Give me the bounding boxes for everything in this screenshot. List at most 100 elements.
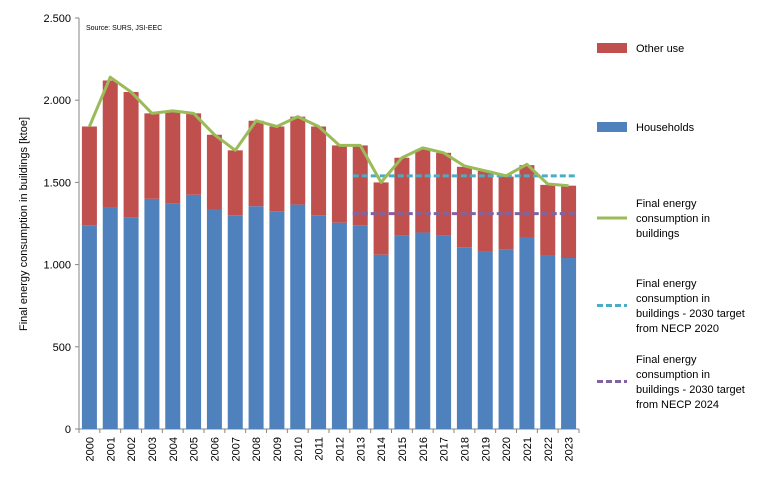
- source-note: Source: SURS, JSI-EEC: [86, 25, 162, 32]
- y-tick-label: 1.500: [43, 177, 71, 189]
- bar-households: [394, 235, 410, 429]
- bar-households: [331, 222, 347, 429]
- legend-entry: Final energy consumption in buildings - 20…: [597, 354, 745, 411]
- y-tick-label: 500: [53, 342, 71, 354]
- bar-other-use: [206, 134, 222, 210]
- legend-label: buildings - 2030 target: [636, 308, 745, 320]
- x-tick-label: 2001: [105, 437, 117, 461]
- x-tick-label: 2007: [230, 437, 242, 461]
- bar-other-use: [102, 80, 118, 208]
- bar-other-use: [186, 113, 202, 195]
- bar-households: [206, 209, 222, 429]
- legend-label: from NECP 2020: [636, 323, 719, 335]
- x-tick-label: 2005: [189, 437, 201, 461]
- bar-other-use: [456, 166, 472, 248]
- bar-other-use: [519, 165, 535, 238]
- x-tick-label: 2013: [355, 437, 367, 461]
- x-tick-label: 2000: [84, 437, 96, 461]
- bar-other-use: [540, 184, 556, 256]
- bar-households: [436, 235, 452, 429]
- x-tick-label: 2019: [480, 437, 492, 461]
- bar-households: [477, 251, 493, 429]
- bar-households: [561, 258, 577, 429]
- bar-households: [123, 217, 139, 429]
- bar-other-use: [373, 182, 389, 255]
- bar-households: [144, 198, 160, 429]
- legend-label: consumption in: [636, 293, 710, 305]
- y-tick-label: 0: [65, 424, 71, 436]
- x-tick-label: 2004: [168, 437, 180, 461]
- legend-entry: Households: [597, 122, 695, 134]
- x-tick-label: 2020: [501, 437, 513, 461]
- bar-households: [311, 215, 327, 429]
- y-axis-label: Final energy consumption in buildings [k…: [18, 117, 30, 331]
- plot-area: 0 500 1.000 1.500 2.000 2.500 2000 2001 2002 2003…: [43, 13, 580, 461]
- bar-households: [102, 207, 118, 429]
- legend: Other use Households Final energy consumpti…: [597, 43, 745, 411]
- bar-households: [81, 225, 97, 429]
- x-tick-label: 2018: [459, 437, 471, 461]
- legend-label: consumption in: [636, 369, 710, 381]
- x-tick-label: 2022: [543, 437, 555, 461]
- bar-households: [186, 194, 202, 429]
- bar-other-use: [165, 110, 181, 204]
- bar-households: [165, 203, 181, 429]
- legend-label: from NECP 2024: [636, 399, 719, 411]
- x-tick-label: 2008: [251, 437, 263, 461]
- legend-label: Final energy: [636, 198, 697, 210]
- bar-other-use: [331, 145, 347, 223]
- bar-households: [352, 225, 368, 429]
- legend-label: Final energy: [636, 278, 697, 290]
- x-tick-label: 2002: [126, 437, 138, 461]
- x-tick-label: 2017: [439, 437, 451, 461]
- bar-other-use: [477, 170, 493, 252]
- x-tick-label: 2015: [397, 437, 409, 461]
- bar-households: [498, 249, 514, 429]
- x-tick-label: 2023: [564, 437, 576, 461]
- bar-other-use: [144, 113, 160, 199]
- x-tick-label: 2011: [314, 437, 326, 461]
- bar-households: [227, 215, 243, 429]
- x-tick-label: 2003: [147, 437, 159, 461]
- x-tick-label: 2021: [522, 437, 534, 461]
- total-consumption-line: [88, 75, 569, 188]
- legend-entry: Final energy consumption in buildings - 20…: [597, 278, 745, 335]
- bar-other-use: [352, 145, 368, 226]
- x-tick-label: 2016: [418, 437, 430, 461]
- bar-households: [415, 232, 431, 429]
- bar-other-use: [561, 185, 577, 259]
- legend-entry: Other use: [597, 43, 684, 55]
- bar-other-use: [248, 120, 264, 207]
- legend-swatch: [597, 122, 627, 132]
- x-tick-label: 2009: [272, 437, 284, 461]
- legend-label: buildings: [636, 228, 680, 240]
- x-tick-label: 2014: [376, 437, 388, 461]
- bar-other-use: [123, 91, 139, 218]
- bar-households: [519, 237, 535, 429]
- bar-households: [540, 255, 556, 429]
- bar-households: [290, 204, 306, 429]
- legend-label: Households: [636, 122, 695, 134]
- bar-other-use: [290, 116, 306, 205]
- bar-other-use: [394, 157, 410, 236]
- y-tick-label: 2.000: [43, 95, 71, 107]
- bar-other-use: [415, 149, 431, 233]
- bar-other-use: [81, 126, 97, 226]
- legend-swatch: [597, 43, 627, 53]
- x-tick-label: 2010: [293, 437, 305, 461]
- bar-other-use: [269, 126, 285, 212]
- legend-label: consumption in: [636, 213, 710, 225]
- y-tick-label: 2.500: [43, 13, 71, 25]
- bar-other-use: [311, 126, 327, 216]
- bar-households: [248, 206, 264, 429]
- bar-other-use: [436, 152, 452, 236]
- y-tick-label: 1.000: [43, 260, 71, 272]
- x-tick-label: 2006: [209, 437, 221, 461]
- bar-households: [373, 254, 389, 429]
- bar-other-use: [227, 150, 243, 216]
- bar-households: [269, 211, 285, 429]
- legend-label: Other use: [636, 43, 684, 55]
- x-tick-label: 2012: [334, 437, 346, 461]
- legend-label: Final energy: [636, 354, 697, 366]
